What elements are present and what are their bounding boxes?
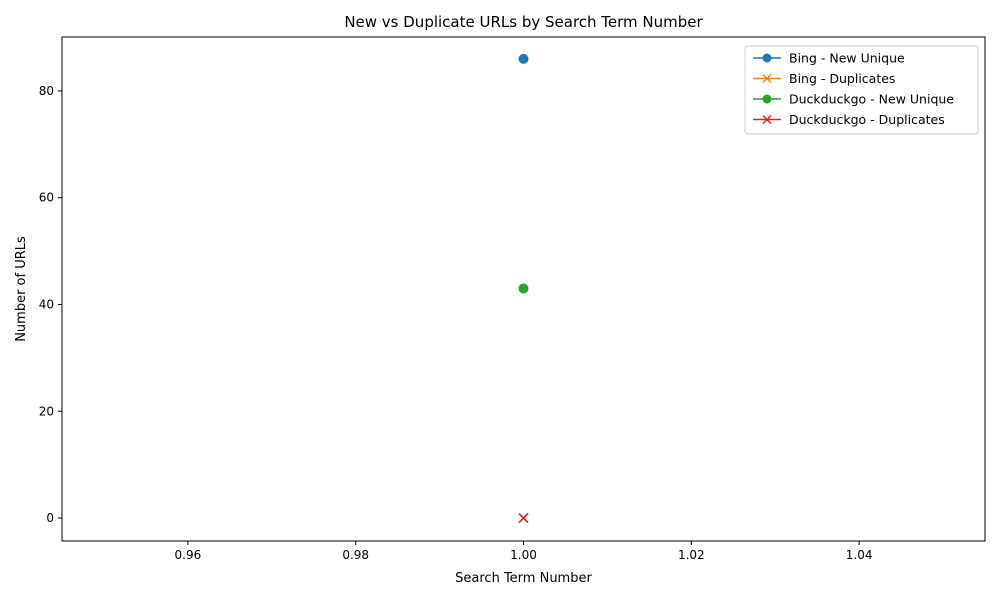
legend-marker: [762, 73, 772, 84]
y-tick-label: 80: [39, 84, 54, 98]
series-2: [518, 283, 529, 294]
y-tick-label: 40: [39, 297, 54, 311]
legend-marker-stroke: [762, 114, 772, 125]
data-point: [518, 53, 529, 64]
series-0: [518, 53, 529, 64]
legend-label: Duckduckgo - New Unique: [789, 92, 954, 107]
y-tick-label: 60: [39, 191, 54, 205]
x-axis-ticks: 0.96 0.98 1.00 1.02 1.04: [175, 541, 873, 562]
series-layer: [518, 53, 529, 524]
legend-item: Bing - New Unique: [753, 51, 905, 66]
x-axis-title: Search Term Number: [455, 571, 592, 586]
legend: Bing - New Unique Bing - Duplicates Duckdu…: [744, 45, 979, 135]
legend-label: Duckduckgo - Duplicates: [789, 112, 945, 127]
legend-marker-stroke: [762, 73, 772, 84]
x-tick-label: 1.04: [846, 548, 873, 562]
legend-marker: [762, 53, 772, 63]
x-tick-label: 0.98: [342, 548, 369, 562]
legend-label: Bing - Duplicates: [789, 71, 895, 86]
legend-box: [744, 45, 979, 135]
data-point: [518, 283, 529, 294]
y-axis-title: Number of URLs: [14, 236, 29, 342]
data-point-stroke: [518, 513, 529, 524]
y-axis-ticks: 0 20 40 60 80: [39, 84, 62, 525]
y-tick-label: 20: [39, 404, 54, 418]
x-tick-label: 0.96: [175, 548, 202, 562]
legend-item: Bing - Duplicates: [753, 71, 895, 86]
legend-label: Bing - New Unique: [789, 51, 905, 66]
x-tick-label: 1.02: [678, 548, 705, 562]
y-tick-label: 0: [46, 511, 54, 525]
legend-marker: [762, 94, 772, 104]
chart-title: New vs Duplicate URLs by Search Term Num…: [344, 13, 703, 31]
x-tick-label: 1.00: [510, 548, 537, 562]
legend-item: Duckduckgo - New Unique: [753, 92, 954, 107]
series-3: [518, 513, 529, 524]
legend-item: Duckduckgo - Duplicates: [753, 112, 945, 127]
data-point: [518, 513, 529, 524]
legend-marker: [762, 114, 772, 125]
